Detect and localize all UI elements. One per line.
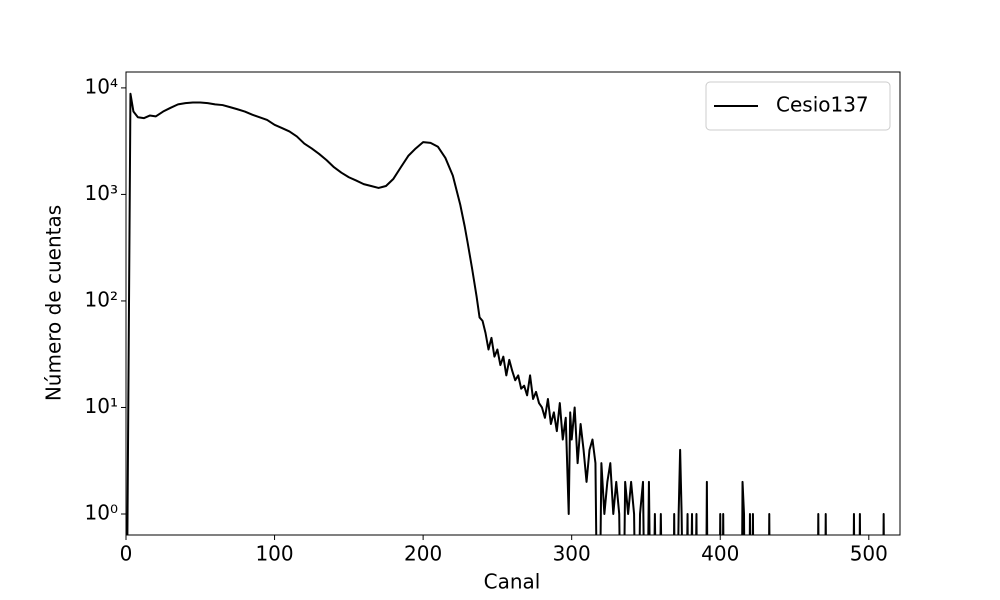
- axes-frame: [125, 71, 901, 536]
- x-tick-label: 0: [120, 542, 133, 566]
- x-tick-label: 400: [701, 542, 739, 566]
- x-tick-label: 100: [255, 542, 293, 566]
- x-tick-label: 300: [553, 542, 591, 566]
- y-axis-label: Número de cuentas: [42, 205, 66, 401]
- legend-label: Cesio137: [776, 93, 869, 117]
- y-tick-label: 10⁰: [85, 500, 118, 524]
- y-tick-label: 10⁴: [85, 74, 118, 98]
- plot-area: [126, 92, 885, 535]
- x-tick-label: 500: [850, 542, 888, 566]
- y-tick-label: 10²: [85, 287, 118, 311]
- x-axis-label: Canal: [484, 570, 541, 594]
- line: [126, 92, 885, 535]
- legend-box: [705, 81, 891, 131]
- y-tick-label: 10¹: [85, 394, 118, 418]
- y-tick-label: 10³: [85, 181, 118, 205]
- x-tick-label: 200: [404, 542, 442, 566]
